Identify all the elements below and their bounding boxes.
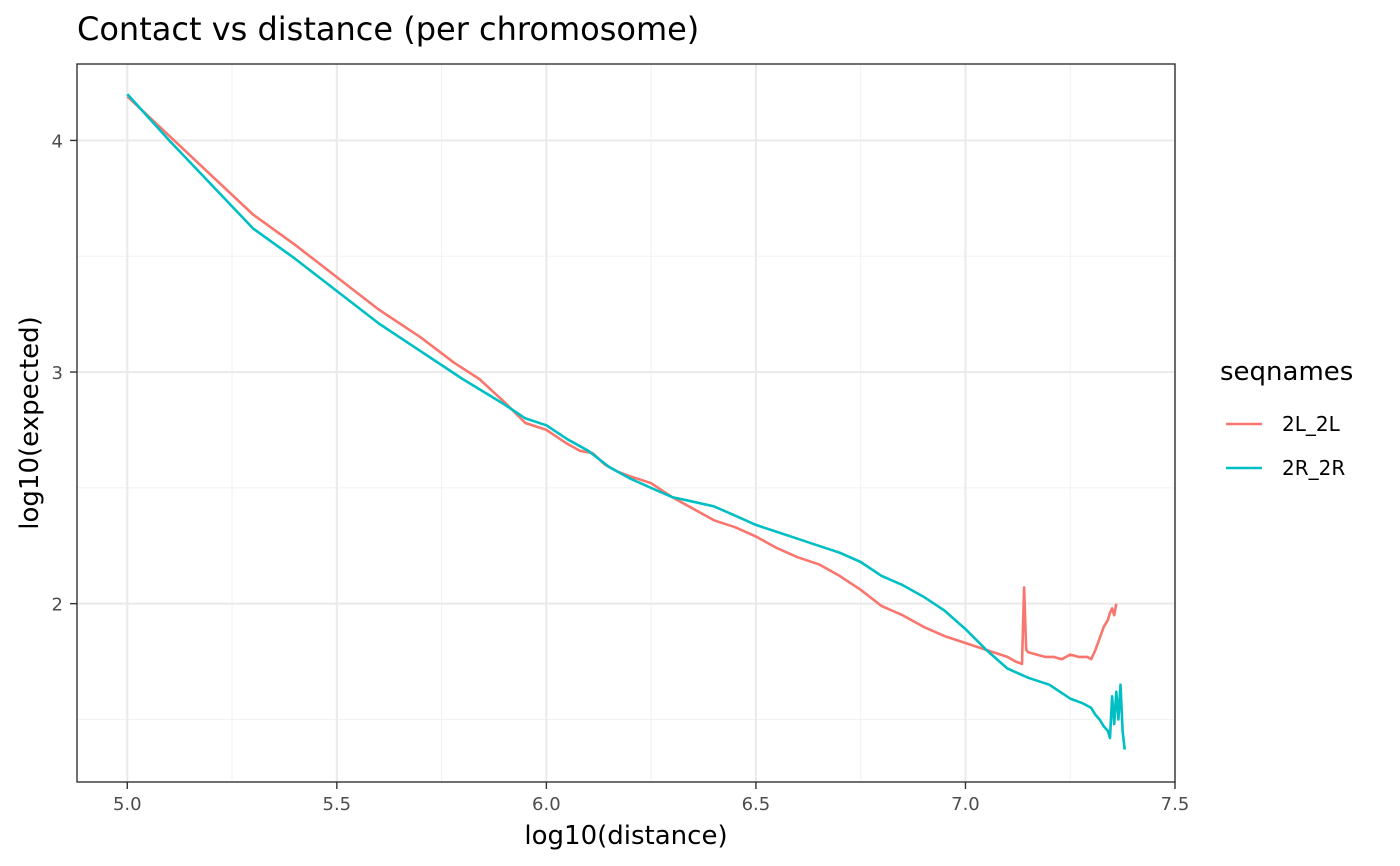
x-tick-label: 7.5: [1161, 794, 1190, 815]
y-axis-title: log10(expected): [15, 316, 45, 529]
x-tick-label: 5.5: [323, 794, 352, 815]
major-grid: [77, 64, 1177, 782]
y-axis: 2 3 4: [52, 131, 77, 616]
y-tick-label: 4: [52, 131, 63, 152]
legend-title: seqnames: [1220, 357, 1353, 387]
x-tick-label: 6.5: [742, 794, 771, 815]
legend-label-2l-2l: 2L_2L: [1282, 412, 1341, 436]
minor-grid: [77, 64, 1175, 782]
series-layer: [126, 93, 1126, 750]
x-tick-label: 6.0: [532, 794, 561, 815]
legend-label-2r-2r: 2R_2R: [1282, 456, 1345, 480]
series-line-2l-2l: [126, 95, 1118, 666]
x-axis: 5.0 5.5 6.0 6.5 7.0 7.5: [113, 782, 1189, 815]
legend: seqnames 2L_2L 2R_2R: [1220, 357, 1353, 480]
x-axis-title: log10(distance): [524, 821, 727, 851]
series-line-2r-2r: [126, 93, 1126, 750]
y-tick-label: 3: [52, 363, 63, 384]
y-tick-label: 2: [52, 595, 63, 616]
chart-title: Contact vs distance (per chromosome): [77, 10, 699, 48]
x-tick-label: 7.0: [951, 794, 980, 815]
plot-panel-border: [76, 63, 1176, 783]
x-tick-label: 5.0: [113, 794, 142, 815]
